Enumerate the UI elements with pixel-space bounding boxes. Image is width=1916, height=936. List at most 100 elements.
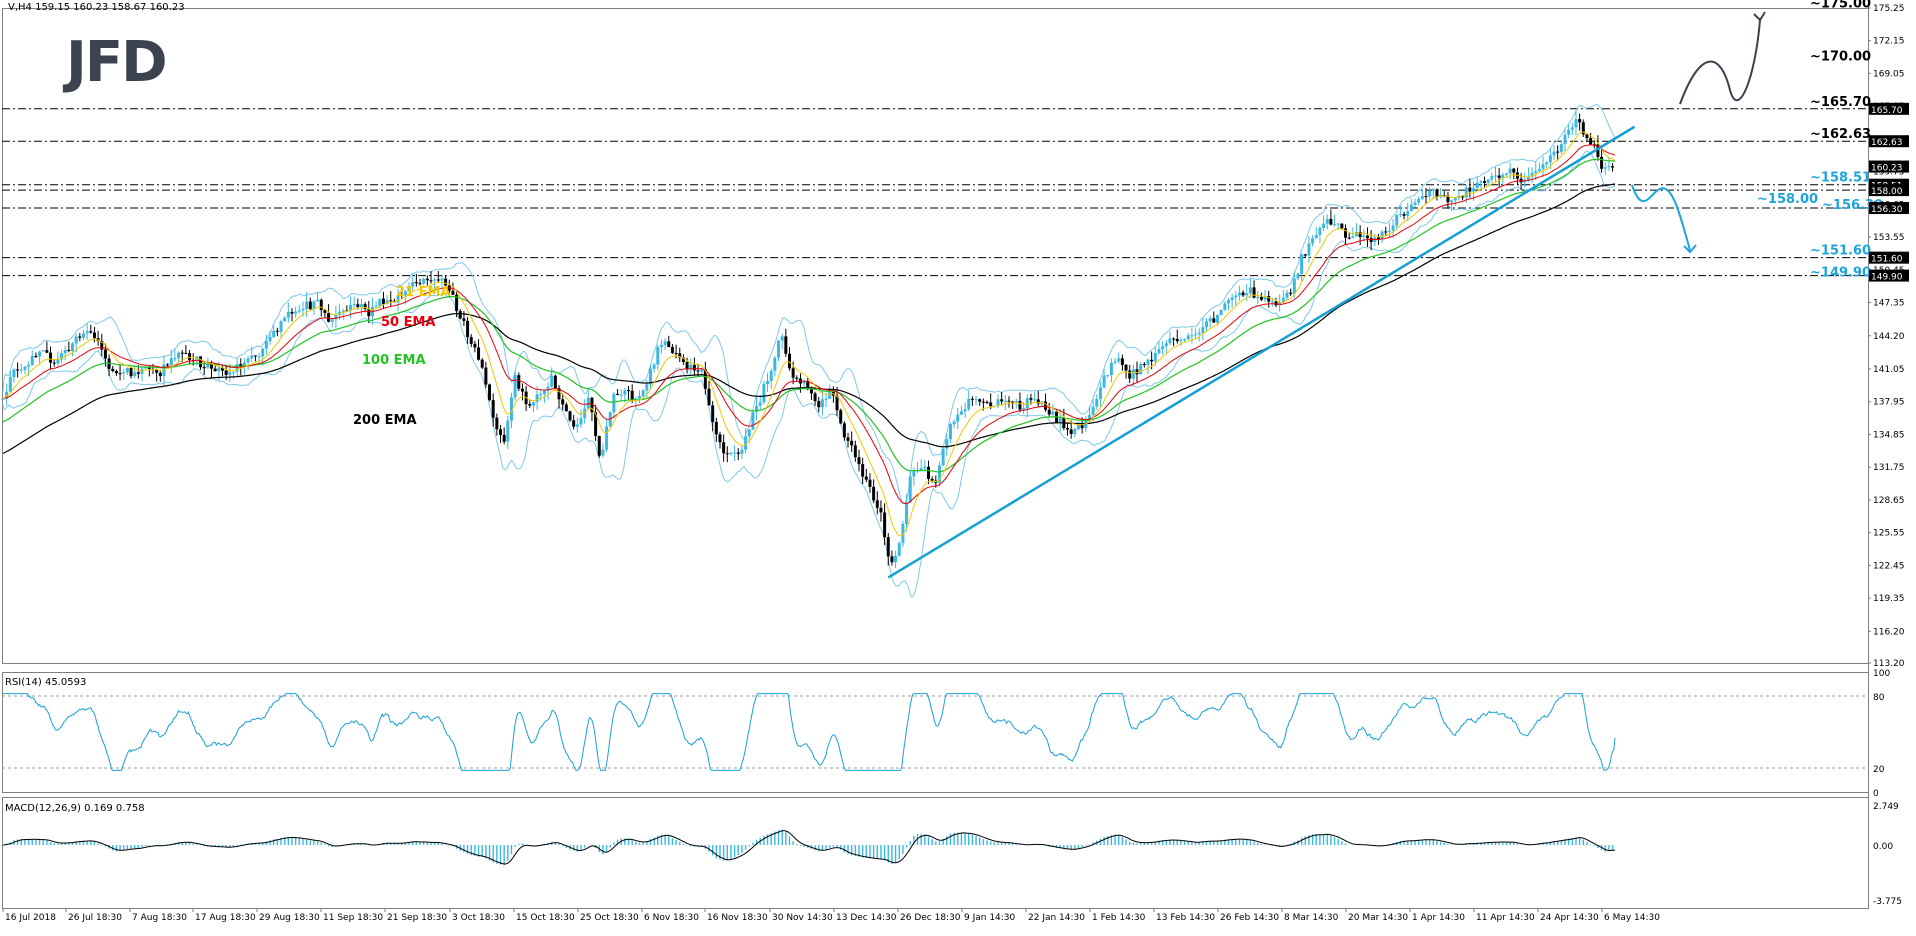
candle-body [455,294,459,312]
candle-body [177,352,181,359]
candle-body [1018,400,1022,410]
candle-body [1322,223,1326,228]
candle-body [542,390,546,394]
candle-body [74,336,78,344]
x-tick-label: 13 Dec 14:30 [836,913,897,923]
level-badge-bg [1869,102,1909,115]
candle-body [1329,218,1333,225]
ema-label-200: 200 EMA [353,413,417,428]
candle-body [1285,292,1289,298]
candle-body [286,311,290,318]
candle-body [1003,400,1007,402]
candle-body [1424,196,1428,198]
candle-body [1226,300,1230,304]
candle-body [1241,292,1245,296]
level-badge-bg [1869,269,1909,282]
candle-body [718,434,722,443]
candle-body [564,404,568,412]
candle-body [202,367,206,369]
candle-body [1270,301,1274,303]
candle-body [1570,127,1574,130]
candle-body [27,365,31,367]
y-tick-label: 122.45 [1873,561,1905,571]
candle-body [136,372,140,374]
candle-body [952,421,956,425]
y-tick-label: 128.65 [1873,496,1905,506]
macd-pane-header: MACD(12,26,9) 0.169 0.758 [5,803,145,814]
candle-body [1585,134,1589,139]
candle-body [1406,211,1410,216]
candle-body [5,391,9,399]
candle-body [550,375,554,387]
candle-body [714,421,718,435]
candle-body [30,355,34,366]
candle-body [780,336,784,341]
candle-body [974,399,978,401]
candle-body [407,286,411,292]
candle-body [1567,129,1571,135]
y-tick-label: 159.75 [1873,168,1905,178]
candle-body [1530,172,1534,177]
candle-body [491,400,495,418]
candle-body [641,390,645,396]
candle-body [1212,318,1216,323]
candle-body [575,424,579,427]
candle-body [937,465,941,483]
candle-body [477,347,481,360]
candle-body [305,301,309,309]
candle-body [1179,340,1183,342]
candle-body [1574,119,1578,128]
x-tick-label: 17 Aug 18:30 [195,913,256,923]
candle-body [879,507,883,513]
level-label-149.90: ~149.90 [1810,266,1871,281]
candle-body [1494,175,1498,177]
candle-body [857,457,861,465]
candle-body [389,300,393,302]
candle-body [213,368,217,372]
candle-body [122,372,126,374]
candle-body [1113,361,1117,363]
candle-body [1398,214,1402,216]
candle-body [612,393,616,413]
level-label-156.30: ~156.30 [1822,198,1883,213]
y-tick-label: 147.35 [1873,299,1905,309]
candle-body [1080,423,1084,429]
candle-body [1296,273,1300,279]
candle-body [1387,230,1391,232]
x-tick-label: 11 Sep 18:30 [323,913,383,923]
level-badge-bg [1869,184,1909,197]
candle-body [199,356,203,368]
candle-body [1098,387,1102,400]
candle-body [425,278,429,281]
x-tick-label: 7 Aug 18:30 [132,913,187,923]
candle-body [1552,151,1556,156]
candle-body [162,364,166,377]
candle-body [169,358,173,365]
x-tick-label: 6 Nov 18:30 [644,913,699,923]
candle-body [1526,176,1530,181]
candle-body [1201,327,1205,333]
candle-body [1508,168,1512,174]
candle-body [217,367,221,372]
candle-body [279,321,283,332]
y-tick-label: 134.85 [1873,430,1905,440]
candle-body [261,348,265,357]
candle-body [111,368,115,372]
candle-body [553,375,557,389]
candle-body [173,358,177,360]
candle-body [1581,122,1585,135]
bullish-projection-arrow [1679,19,1761,105]
candle-body [777,340,781,358]
candle-body [751,411,755,430]
candle-body [129,368,133,377]
candle-body [1545,162,1549,165]
x-tick-label: 24 Apr 14:30 [1540,913,1599,923]
level-badge: 156.30 [1871,205,1903,215]
candle-body [1281,297,1285,303]
candle-body [1135,369,1139,375]
candle-body [685,362,689,370]
candle-body [367,308,371,317]
candle-body [1358,231,1362,238]
x-tick-label: 21 Sep 18:30 [387,913,447,923]
